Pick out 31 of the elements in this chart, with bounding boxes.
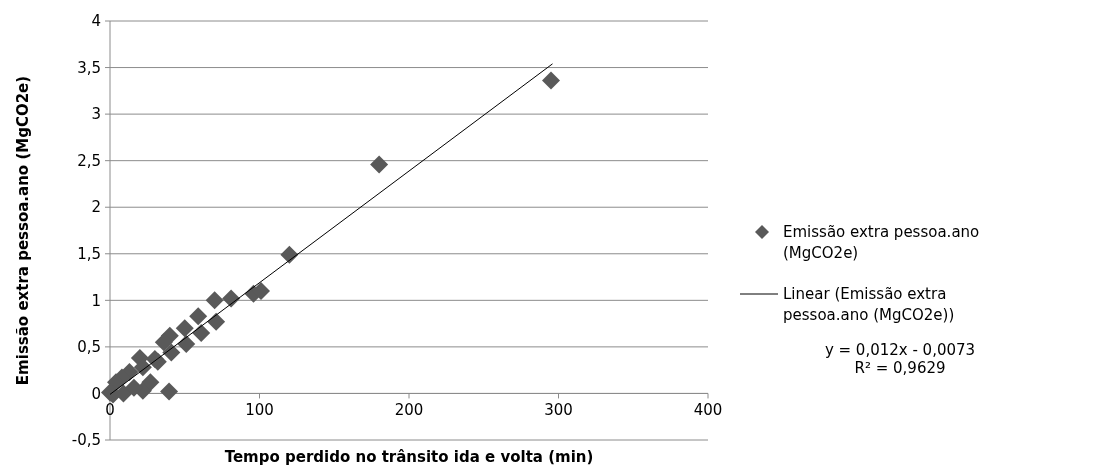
x-tick-label: 400 (693, 401, 723, 420)
point (141, 373, 160, 392)
y-tick-label: 2,5 (77, 151, 101, 170)
y-tick-label: 0 (91, 384, 101, 403)
legend-label: Linear (Emissão extra pessoa.ano (MgCO2e)) (783, 285, 955, 325)
text: R² = 0,9629 (854, 359, 946, 378)
point (222, 289, 241, 308)
y-tick-label: 1,5 (77, 245, 101, 264)
point (189, 307, 208, 326)
y-tick-label: 2 (91, 198, 101, 217)
y-tick-label: 4 (91, 12, 101, 31)
legend-label: Emissão extra pessoa.ano (MgCO2e) (783, 223, 980, 263)
x-axis-title: Tempo perdido no trânsito ida e volta (min) (224, 448, 594, 466)
x-tick-label: 300 (544, 401, 573, 420)
x-tick-label: 100 (245, 401, 274, 420)
y-tick-label: 3,5 (77, 58, 101, 77)
x-tick-label: 0 (105, 401, 115, 420)
y-tick-label: -0,5 (71, 431, 101, 450)
point (154, 333, 173, 352)
y-tick-label: 1 (91, 291, 101, 310)
point (205, 291, 224, 310)
point (162, 343, 181, 362)
point (160, 382, 179, 401)
y-tick-label: 0,5 (77, 338, 101, 357)
y-tick-label: 3 (91, 105, 101, 124)
y-axis-title: Emissão extra pessoa.ano (MgCO2e) (14, 75, 32, 386)
point (175, 319, 194, 338)
point (370, 155, 389, 174)
text: y = 0,012x - 0,0073 (824, 341, 976, 360)
x-tick-label: 200 (394, 401, 424, 420)
point (542, 71, 561, 90)
